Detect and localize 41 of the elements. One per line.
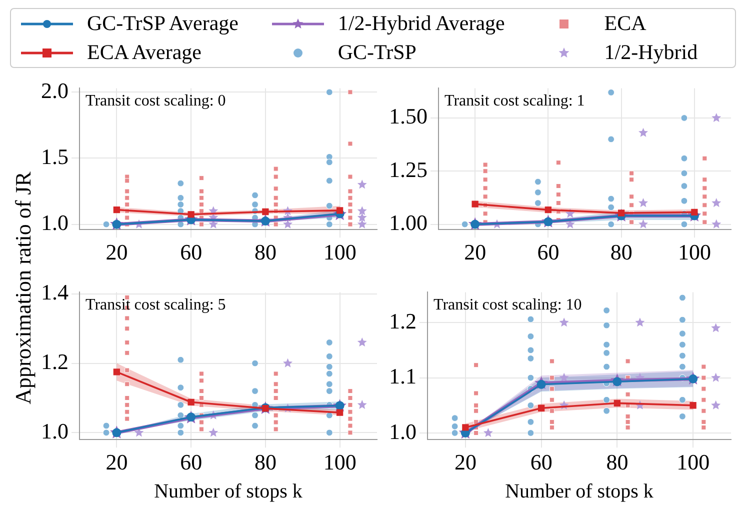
legend-label: ECA — [604, 11, 646, 36]
legend-label: GC-TrSP Average — [87, 11, 238, 36]
y-tick-label: 1.1 — [389, 364, 416, 389]
legend-label: ECA Average — [87, 40, 202, 65]
y-tick-label: 1.0 — [41, 418, 68, 444]
x-tick-label: 60 — [537, 240, 560, 265]
y-tick-label: 2.0 — [41, 78, 68, 103]
y-tick-label: 1.5 — [41, 144, 68, 170]
chart-title: Transit cost scaling: 0 — [86, 92, 226, 110]
y-tick-label: 1.25 — [389, 156, 428, 182]
x-tick-label: 100 — [678, 240, 711, 265]
y-axis-title: Approximation ratio of JR — [10, 172, 36, 404]
x-tick-label: 60 — [180, 240, 202, 265]
x-tick-label: 20 — [106, 240, 128, 265]
x-tick-label: 80 — [254, 450, 276, 475]
x-tick-label: 60 — [180, 450, 202, 475]
x-tick-label: 20 — [106, 450, 128, 475]
legend-label: 1/2-Hybrid — [604, 40, 698, 65]
y-tick-label: 1.0 — [41, 210, 68, 236]
x-tick-label: 20 — [464, 240, 486, 265]
x-tick-label: 100 — [323, 450, 356, 475]
x-tick-label: 80 — [610, 240, 632, 265]
legend-label: GC-TrSP — [338, 40, 416, 65]
legend-label: 1/2-Hybrid Average — [338, 11, 505, 36]
chart-title: Transit cost scaling: 10 — [434, 296, 582, 314]
x-tick-label: 100 — [676, 450, 710, 475]
y-tick-label: 1.0 — [389, 418, 416, 444]
x-axis-title: Number of stops k — [154, 480, 302, 502]
x-tick-label: 60 — [530, 450, 552, 475]
x-axis-title: Number of stops k — [505, 480, 654, 502]
y-tick-label: 1.00 — [389, 210, 428, 236]
x-tick-label: 20 — [454, 450, 476, 475]
x-tick-label: 100 — [323, 240, 356, 265]
y-tick-label: 1.50 — [389, 104, 428, 129]
x-tick-label: 80 — [606, 450, 628, 475]
y-tick-label: 1.4 — [41, 280, 68, 305]
y-tick-label: 1.2 — [41, 349, 68, 374]
chart-title: Transit cost scaling: 1 — [444, 92, 585, 110]
chart-title: Transit cost scaling: 5 — [86, 296, 226, 314]
y-tick-label: 1.2 — [389, 308, 416, 334]
x-tick-label: 80 — [254, 240, 276, 265]
